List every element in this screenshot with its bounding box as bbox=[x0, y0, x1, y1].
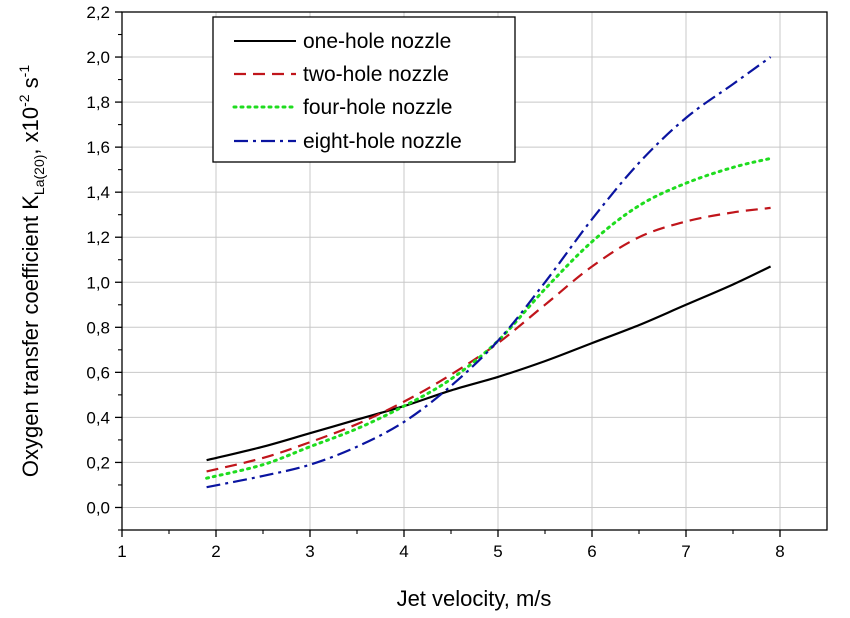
x-axis-title: Jet velocity, m/s bbox=[397, 586, 552, 611]
x-tick-label: 7 bbox=[681, 542, 690, 561]
y-tick-label: 0,2 bbox=[86, 453, 110, 472]
x-tick-label: 2 bbox=[211, 542, 220, 561]
x-tick-label: 6 bbox=[587, 542, 596, 561]
plot-frame bbox=[121, 11, 828, 531]
legend-label-one-hole: one-hole nozzle bbox=[303, 30, 451, 53]
legend: one-hole nozzle two-hole nozzle four-hol… bbox=[212, 16, 516, 163]
y-tick-label: 1,2 bbox=[86, 228, 110, 247]
y-tick-label: 0,4 bbox=[86, 408, 110, 427]
x-tick-label: 1 bbox=[117, 542, 126, 561]
y-tick-label: 1,4 bbox=[86, 183, 110, 202]
series-line-eight-hole-nozzle bbox=[206, 56, 772, 489]
legend-label-two-hole: two-hole nozzle bbox=[303, 63, 449, 86]
y-axis-title-units-mid: s bbox=[18, 77, 43, 94]
y-tick-label: 1,6 bbox=[86, 138, 110, 157]
series-lines bbox=[205, 56, 773, 489]
y-axis-title-subscript: La(20) bbox=[31, 155, 47, 195]
axis-ticks: 1 2 3 4 5 6 7 8 0,0 0,2 0,4 0,6 0,8 1,0 1,2 1,4 1,6 1,8 2,… bbox=[86, 3, 784, 561]
y-axis-title-exp1: -2 bbox=[16, 94, 32, 107]
y-tick-label: 2,2 bbox=[86, 3, 110, 22]
series-line-one-hole-nozzle bbox=[206, 265, 772, 462]
series-line-four-hole-nozzle bbox=[205, 156, 773, 480]
y-tick-label: 0,6 bbox=[86, 363, 110, 382]
y-axis-title-main: Oxygen transfer coefficient K bbox=[18, 195, 43, 477]
legend-label-four-hole: four-hole nozzle bbox=[303, 96, 452, 119]
x-tick-label: 4 bbox=[399, 542, 408, 561]
y-axis-title: Oxygen transfer coefficient KLa(20), x10… bbox=[16, 65, 47, 477]
y-axis-title-units: , x10 bbox=[18, 107, 43, 155]
x-tick-label: 8 bbox=[775, 542, 784, 561]
x-tick-label: 3 bbox=[305, 542, 314, 561]
x-tick-label: 5 bbox=[493, 542, 502, 561]
y-axis-title-exp2: -1 bbox=[16, 65, 32, 78]
y-tick-label: 1,0 bbox=[86, 273, 110, 292]
y-tick-label: 0,8 bbox=[86, 318, 110, 337]
legend-label-eight-hole: eight-hole nozzle bbox=[303, 130, 462, 153]
y-tick-label: 1,8 bbox=[86, 93, 110, 112]
y-tick-label: 2,0 bbox=[86, 48, 110, 67]
y-tick-label: 0,0 bbox=[86, 498, 110, 517]
